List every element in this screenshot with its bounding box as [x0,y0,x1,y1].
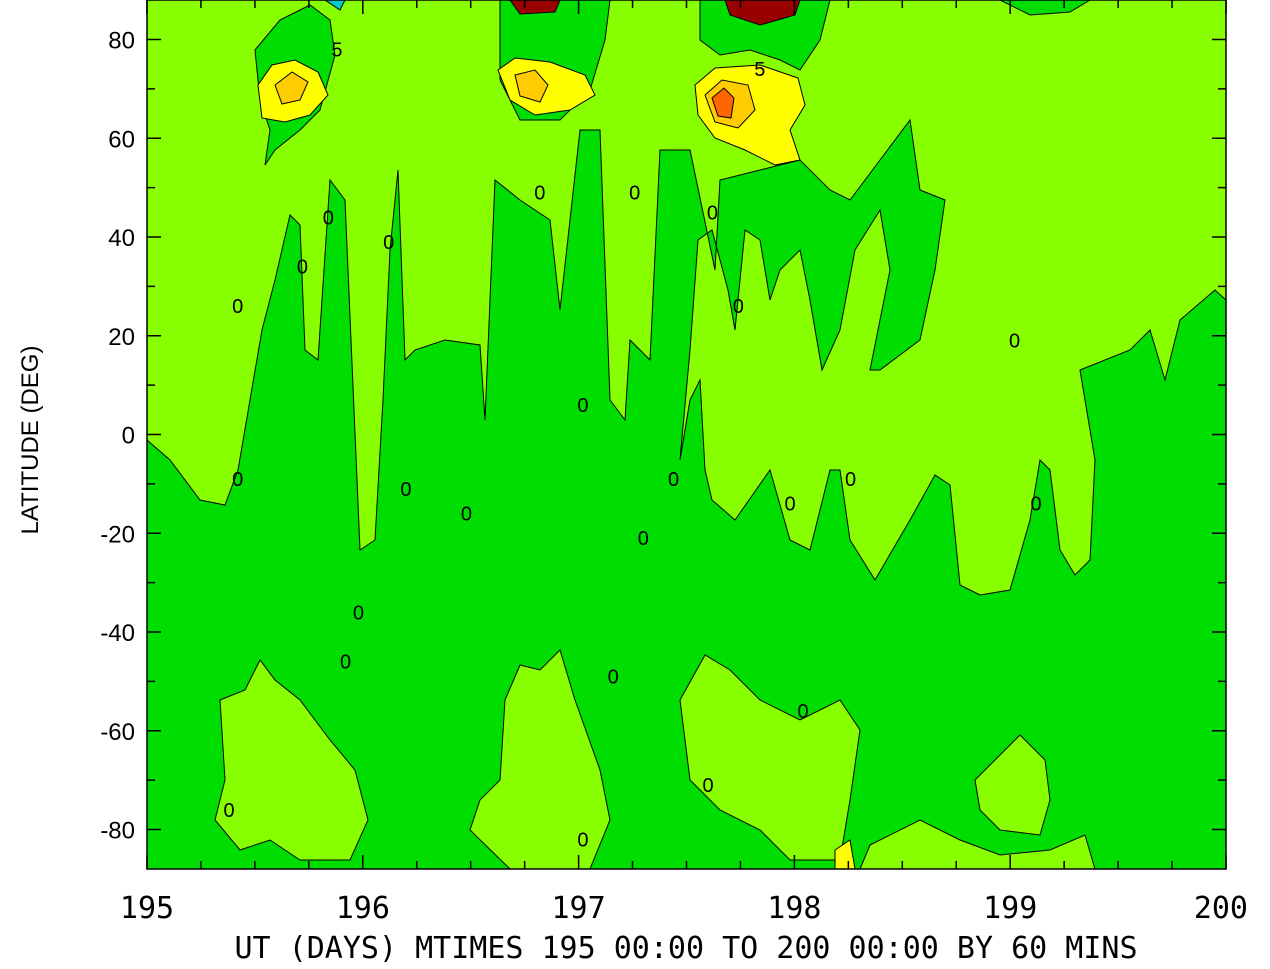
contour-fill-near-zero [679,654,861,861]
contour-label: 0 [232,469,243,491]
x-tick-label: 198 [767,891,821,926]
contour-fill-negative-peak [324,0,346,11]
x-axis-label: UT (DAYS) MTIMES 195 00:00 TO 200 00:00 … [234,931,1137,966]
contour-label: 0 [383,232,394,254]
contour-label: 0 [577,395,588,417]
contour-fill-near-zero [214,659,369,861]
y-tick-label: 40 [108,225,135,252]
contour-fill-near-zero [974,734,1051,836]
x-tick-label: 200 [1194,891,1248,926]
contour-label: 0 [1031,494,1042,516]
contour-field [147,0,1226,869]
contour-label: 5 [754,59,765,81]
y-tick-label: -40 [100,620,135,647]
x-axis: 195 196 197 198 199 200 [120,0,1248,926]
contour-label: 0 [668,469,679,491]
x-tick-label: 199 [983,891,1037,926]
contour-label: 0 [785,494,796,516]
contour-fill-low-positive [834,839,856,869]
y-tick-label: 0 [122,423,135,450]
contour-fill-high-positive [711,87,735,119]
contour-fill-negative [999,0,1091,16]
contour-label: 0 [461,504,472,526]
contour-label: 0 [353,602,364,624]
contour-fill-near-zero [469,649,611,869]
y-tick-label: -80 [100,818,135,845]
contour-label: 0 [629,183,640,205]
contour-label: 0 [340,652,351,674]
contour-labels: 0 0 0 0 0 0 0 0 0 0 0 0 0 0 0 0 0 0 0 0 0 0 0 0 0 5 5 [223,39,1041,851]
x-tick-label: 195 [120,891,174,926]
contour-label: 0 [577,829,588,851]
y-tick-label: 80 [108,28,135,55]
y-tick-label: 60 [108,126,135,153]
contour-label: 0 [400,479,411,501]
contour-label: 0 [1009,331,1020,353]
contour-label: 0 [733,296,744,318]
y-tick-label: -60 [100,719,135,746]
contour-label: 0 [845,469,856,491]
contour-fill-mid-positive [274,71,309,105]
contour-label: 0 [223,800,234,822]
contour-label: 0 [797,701,808,723]
contour-fill-peak [724,0,801,26]
contour-label: 5 [331,39,342,61]
contour-label: 0 [638,528,649,550]
contour-label: 0 [534,183,545,205]
contour-label: 0 [297,257,308,279]
y-tick-label: -20 [100,521,135,548]
contour-label: 0 [707,202,718,224]
contour-label: 0 [703,775,714,797]
contour-label: 0 [323,207,334,229]
y-tick-label: 20 [108,324,135,351]
x-tick-label: 197 [552,891,606,926]
contour-fill-negative [147,118,1226,869]
contour-fill-near-zero [859,819,1096,869]
contour-label: 0 [232,296,243,318]
y-axis: -80 -60 -40 -20 0 20 40 60 80 [100,28,1226,845]
contour-fill-peak [509,0,561,15]
contour-fill-mid-positive [514,69,549,103]
y-axis-label: LATITUDE (DEG) [17,346,44,535]
contour-label: 0 [608,666,619,688]
x-tick-label: 196 [336,891,390,926]
contour-fill-negative [699,0,831,71]
